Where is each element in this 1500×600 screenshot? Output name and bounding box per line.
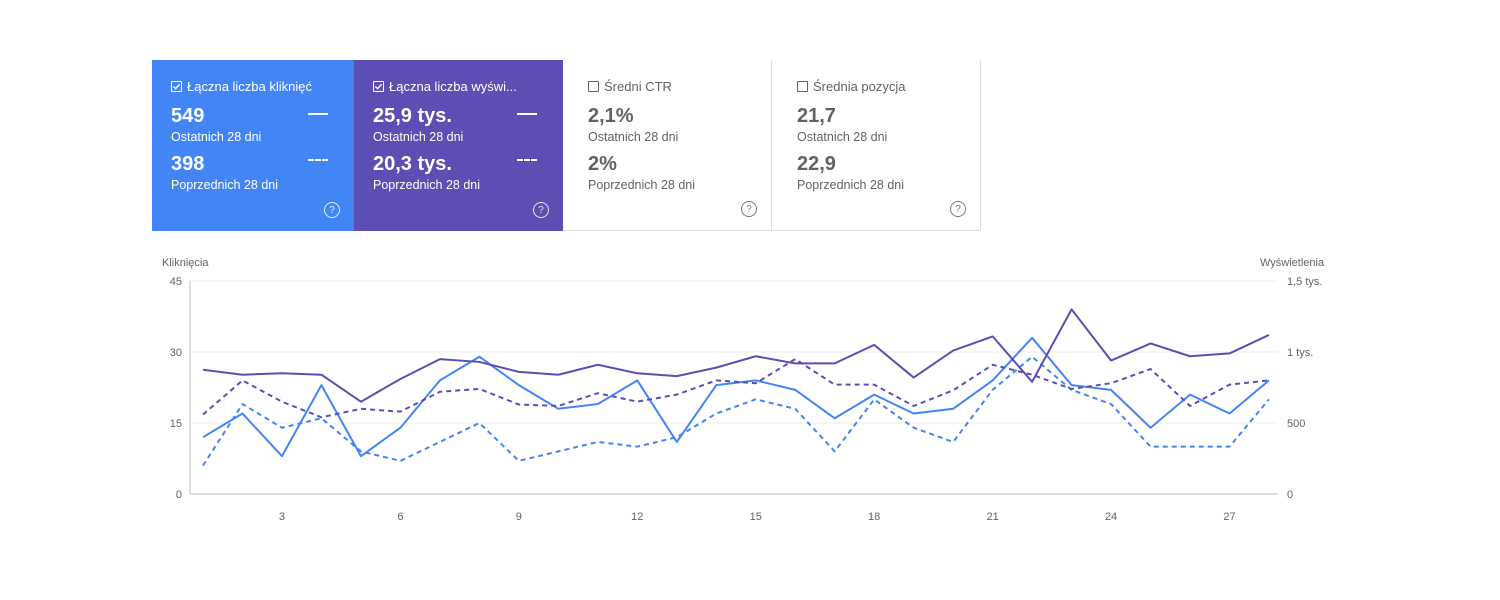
checkbox-checked-icon[interactable] [373, 81, 384, 92]
impressions-card-label: Łączna liczba wyświ... [389, 79, 517, 94]
impressions-previous-value: 20,3 tys. [373, 153, 452, 175]
right-axis-tick-label: 500 [1287, 418, 1305, 430]
help-icon[interactable]: ? [324, 202, 340, 218]
help-icon[interactable]: ? [741, 201, 757, 217]
x-axis-tick-label: 15 [750, 511, 762, 523]
right-axis-tick-label: 1 tys. [1287, 347, 1313, 359]
clicks-card[interactable]: Łączna liczba kliknięć 549 Ostatnich 28 … [152, 60, 354, 231]
x-axis-tick-label: 12 [631, 511, 643, 523]
x-axis-tick-label: 24 [1105, 511, 1117, 523]
checkbox-checked-icon[interactable] [171, 81, 182, 92]
position-card-header: Średnia pozycja [797, 79, 906, 94]
ctr-card-label: Średni CTR [604, 79, 672, 94]
ctr-previous-value: 2% [588, 153, 617, 175]
dashed-line-legend-icon [517, 159, 537, 161]
right-axis-tick-label: 1,5 tys. [1287, 276, 1322, 288]
clicks-solid-series-line [202, 336, 1270, 458]
right-axis-title: Wyświetlenia [1260, 257, 1325, 269]
impressions-current-label: Ostatnich 28 dni [373, 130, 464, 144]
position-card-label: Średnia pozycja [813, 79, 906, 94]
ctr-current-label: Ostatnich 28 dni [588, 130, 679, 144]
checkbox-unchecked-icon[interactable] [797, 81, 808, 92]
left-axis-tick-label: 30 [170, 347, 182, 359]
ctr-card[interactable]: Średni CTR 2,1% Ostatnich 28 dni 2% Popr… [563, 60, 772, 231]
impressions-current-value: 25,9 tys. [373, 105, 452, 127]
position-current-label: Ostatnich 28 dni [797, 130, 888, 144]
ctr-current-value: 2,1% [588, 105, 634, 127]
clicks-card-header: Łączna liczba kliknięć [171, 79, 312, 94]
impressions-dashed-series-line [202, 358, 1270, 419]
ctr-card-header: Średni CTR [588, 79, 672, 94]
position-current-value: 21,7 [797, 105, 836, 127]
ctr-previous-label: Poprzednich 28 dni [588, 178, 696, 192]
left-axis-tick-label: 45 [170, 276, 182, 288]
left-axis-tick-label: 0 [176, 489, 182, 501]
dashed-line-legend-icon [308, 159, 328, 161]
left-axis-title: Kliknięcia [162, 257, 209, 269]
position-previous-value: 22,9 [797, 153, 836, 175]
right-axis-tick-label: 0 [1287, 489, 1293, 501]
impressions-solid-series-line [202, 308, 1270, 403]
clicks-previous-value: 398 [171, 153, 205, 175]
clicks-current-label: Ostatnich 28 dni [171, 130, 262, 144]
clicks-previous-label: Poprzednich 28 dni [171, 178, 279, 192]
clicks-card-label: Łączna liczba kliknięć [187, 79, 313, 94]
impressions-previous-label: Poprzednich 28 dni [373, 178, 481, 192]
x-axis-tick-label: 27 [1223, 511, 1235, 523]
checkbox-unchecked-icon[interactable] [588, 81, 599, 92]
impressions-card-header: Łączna liczba wyświ... [373, 79, 517, 94]
position-card[interactable]: Średnia pozycja 21,7 Ostatnich 28 dni 22… [772, 60, 981, 231]
clicks-current-value: 549 [171, 105, 205, 127]
position-previous-label: Poprzednich 28 dni [797, 178, 905, 192]
solid-line-legend-icon [308, 113, 328, 115]
x-axis-tick-label: 6 [397, 511, 403, 523]
x-axis-tick-label: 21 [987, 511, 999, 523]
solid-line-legend-icon [517, 113, 537, 115]
help-icon[interactable]: ? [950, 201, 966, 217]
metric-cards: Łączna liczba kliknięć 549 Ostatnich 28 … [152, 60, 981, 231]
left-axis-tick-label: 15 [170, 418, 182, 430]
help-icon[interactable]: ? [533, 202, 549, 218]
x-axis-tick-label: 3 [279, 511, 285, 523]
x-axis-tick-label: 9 [516, 511, 522, 523]
clicks-dashed-series-line [202, 355, 1270, 467]
impressions-card[interactable]: Łączna liczba wyświ... 25,9 tys. Ostatni… [354, 60, 563, 231]
x-axis-tick-label: 18 [868, 511, 880, 523]
